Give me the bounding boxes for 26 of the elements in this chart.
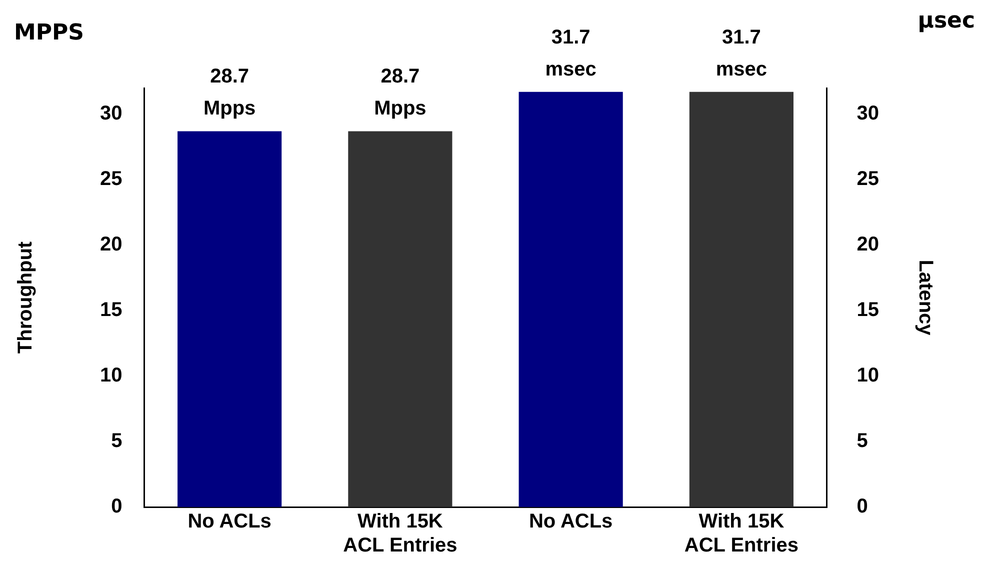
- y2-tick-label: 30: [856, 102, 880, 125]
- y2-axis-title: Latency: [914, 260, 936, 336]
- text: μsec: [918, 8, 975, 34]
- y2-tick-label: 20: [856, 234, 880, 256]
- y-tick-label: 0: [111, 496, 122, 518]
- y2-tick-label: 0: [856, 496, 868, 518]
- text: MPPS: [14, 20, 84, 46]
- data-label: 28.7 Mpps: [374, 66, 426, 120]
- data-label: 31.7 msec: [545, 26, 596, 80]
- y2-tick-label: 5: [856, 430, 868, 452]
- y2-tick-label: 25: [856, 168, 880, 190]
- x-tick-label: No ACLs: [528, 510, 613, 533]
- y-tick-label: 20: [100, 234, 122, 256]
- data-label: 31.7 msec: [716, 26, 768, 80]
- y-tick-label: 5: [111, 430, 122, 452]
- y-tick-label: 10: [100, 364, 122, 387]
- y-tick-label: 15: [100, 299, 122, 322]
- y-axis-title: Throughput: [14, 241, 37, 354]
- y2-tick-label: 15: [856, 299, 880, 322]
- y-tick-label: 25: [100, 168, 122, 190]
- data-label: 28.7 Mpps: [203, 66, 256, 120]
- y2-tick-label: 10: [856, 364, 880, 387]
- y-tick-label: 30: [100, 102, 122, 125]
- x-tick-label: No ACLs: [188, 510, 272, 533]
- x-tick-label: With 15K ACL Entries: [343, 510, 458, 557]
- x-tick-label: With 15K ACL Entries: [684, 510, 798, 557]
